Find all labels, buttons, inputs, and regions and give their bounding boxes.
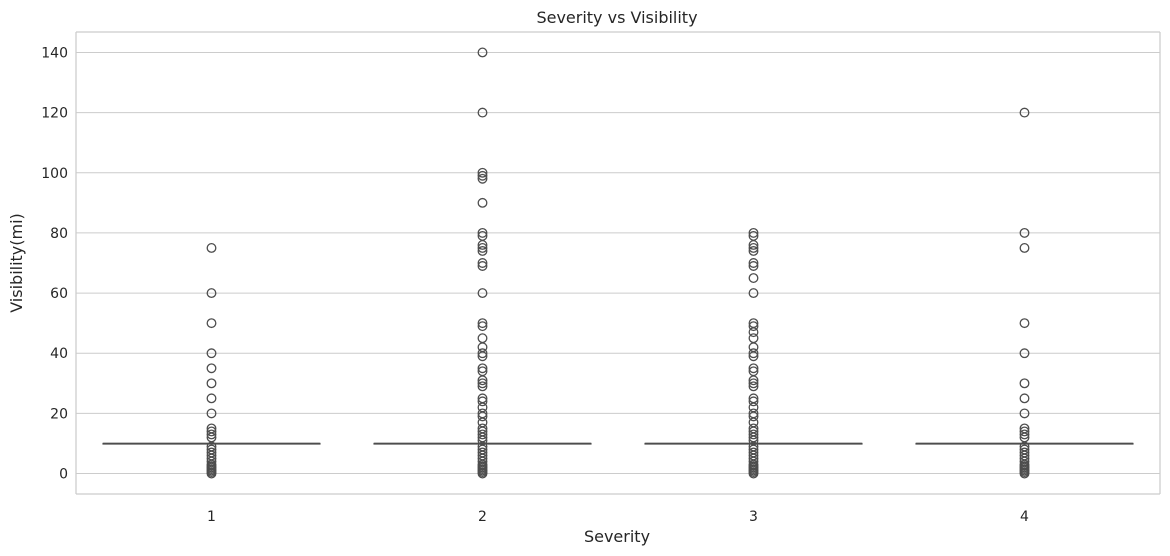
outlier-point [748,243,759,253]
outlier-point [206,288,217,299]
outlier-point [206,408,217,419]
outlier-point [748,273,759,283]
outlier-point [477,333,488,344]
outlier-point [206,393,217,404]
y-tick-label: 100 [41,166,68,182]
tick-labels: 0 20 40 60 80 100 120 140 1 2 3 4 [41,45,1029,525]
outlier-point [206,348,217,359]
outlier-point [477,363,488,374]
outlier-point [477,107,488,118]
outlier-point [748,333,759,344]
outlier-point [206,468,217,479]
outlier-point [477,246,488,256]
outlier-point [477,197,488,208]
outlier-point [748,396,759,407]
outlier-point [477,375,488,386]
outlier-point [477,378,488,389]
outlier-point [477,321,488,332]
outlier-point [748,468,759,479]
outlier-point [477,170,488,181]
outlier-point [206,378,217,389]
x-tick-label: 3 [749,509,758,525]
outlier-point [1019,348,1030,359]
outlier-point [477,351,488,362]
outlier-point [1019,227,1030,238]
outlier-point [477,429,488,440]
y-axis-label: Visibility(mi) [7,213,26,313]
outlier-point [477,167,488,178]
outlier-point [477,261,488,271]
outlier-point [748,375,759,386]
outlier-point [1019,408,1030,419]
outlier-point [206,318,217,329]
outlier-point [477,243,488,253]
outlier-point [748,327,759,338]
outlier-point [748,429,759,440]
outlier-point [748,321,759,332]
outlier-point [1019,107,1030,118]
outlier-point [206,429,217,440]
outlier-point [748,363,759,374]
outlier-point [1019,243,1030,253]
y-tick-label: 0 [59,467,68,483]
outlier-point [748,240,759,250]
outlier-point [206,426,217,437]
outlier-point [748,258,759,268]
outlier-point [748,261,759,271]
y-tick-label: 20 [50,406,68,422]
outlier-point [477,381,488,392]
y-tick-label: 80 [50,226,68,242]
x-tick-label: 1 [207,509,216,525]
x-tick-label: 4 [1020,509,1029,525]
outlier-point [748,288,759,299]
outlier-point [206,363,217,374]
outlier-point [477,47,488,58]
outlier-point [477,348,488,359]
outlier-point [477,288,488,299]
x-tick-label: 2 [478,509,487,525]
y-tick-label: 120 [41,106,68,122]
outlier-point [748,411,759,422]
outlier-point [477,173,488,184]
x-axis-label: Severity [584,527,650,546]
outlier-point [748,378,759,389]
outlier-point [748,246,759,256]
outlier-point [748,351,759,362]
outlier-point [1019,378,1030,389]
chart-title: Severity vs Visibility [536,8,697,27]
outlier-point [477,396,488,407]
outlier-point [1019,318,1030,329]
y-tick-label: 40 [50,346,68,362]
outlier-point [206,243,217,253]
outlier-point [477,468,488,479]
outliers-layer [206,47,1030,479]
y-tick-label: 140 [41,45,68,61]
outlier-point [477,411,488,422]
outlier-point [748,227,759,238]
outlier-point [1019,429,1030,440]
outlier-point [748,381,759,392]
outlier-point [477,258,488,268]
outlier-point [1019,393,1030,404]
boxes-layer [102,442,1134,445]
outlier-point [477,318,488,329]
grid-lines [76,51,1160,475]
outlier-point [1019,426,1030,437]
outlier-point [748,348,759,359]
outlier-point [1019,468,1030,479]
y-tick-label: 60 [50,286,68,302]
axes-spines [75,31,1161,495]
outlier-point [477,227,488,238]
outlier-point [477,240,488,250]
